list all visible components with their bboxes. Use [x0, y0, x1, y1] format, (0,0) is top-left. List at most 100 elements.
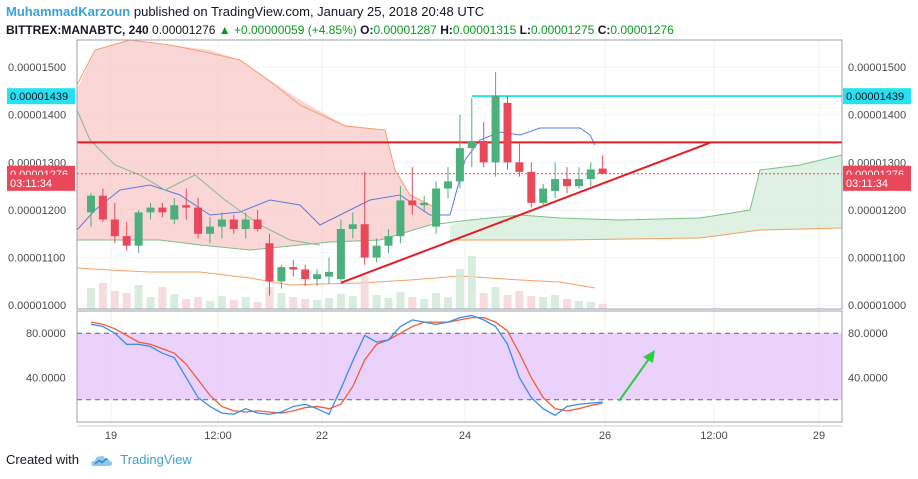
candle-up: [491, 95, 500, 163]
candle-down: [289, 267, 298, 270]
volume-bar: [277, 293, 286, 309]
cloud-lower-line: [450, 227, 843, 241]
volume-bar: [539, 297, 548, 309]
time-axis-label: 24: [459, 430, 471, 442]
volume-bar: [134, 285, 143, 309]
candle-up: [336, 229, 345, 280]
stochastic-pane-border: [76, 310, 843, 423]
price-marker-label-left: 0.00001439: [10, 91, 68, 103]
volume-bar: [420, 299, 429, 309]
stochastic-band-fill: [77, 333, 842, 400]
price-change: ▲ +0.00000059 (+4.85%): [218, 23, 357, 37]
symbol-label[interactable]: BITTREX:MANABTC, 240: [6, 23, 149, 37]
candle-up: [241, 219, 250, 230]
candle-down: [194, 207, 203, 234]
close-value: 0.00001276: [610, 23, 674, 37]
time-axis-label: 12:00: [204, 430, 232, 442]
volume-bar: [158, 287, 167, 309]
stochastic-d-line: [90, 317, 603, 414]
stochastic-k-line: [90, 314, 603, 417]
candle-down: [110, 219, 119, 237]
volume-bar: [586, 302, 595, 309]
stochastic-scale-label-left: 80.0000: [26, 328, 66, 340]
senkou-span-a-line: [77, 154, 843, 251]
bullish-arrow-line: [618, 355, 652, 402]
tradingview-brand-link[interactable]: TradingView: [120, 452, 192, 467]
volume-bar: [455, 269, 464, 309]
open-value: 0.00001287: [373, 23, 437, 37]
time-axis-label: 26: [599, 430, 611, 442]
publish-line: MuhammadKarzoun published on TradingView…: [6, 3, 911, 20]
volume-bar: [253, 302, 262, 309]
volume-bar: [146, 297, 155, 309]
created-with-label: Created with: [6, 452, 79, 467]
candle-down: [408, 200, 417, 206]
time-axis-label: 19: [105, 430, 117, 442]
tenkan-sen-line: [76, 127, 596, 231]
candle-down: [598, 168, 607, 174]
candle-up: [146, 207, 155, 213]
ohlc-line: BITTREX:MANABTC, 240 0.00001276 ▲ +0.000…: [6, 22, 911, 38]
candle-down: [182, 205, 191, 208]
chart-header: MuhammadKarzoun published on TradingView…: [6, 3, 911, 38]
price-marker-left: [7, 174, 75, 191]
open-label: O:: [360, 23, 374, 37]
candle-up: [277, 267, 286, 282]
volume-bar: [491, 287, 500, 309]
stochastic-scale-label-right: 40.0000: [848, 373, 888, 385]
volume-bar: [527, 296, 536, 309]
volume-bar: [551, 295, 560, 309]
volume-bar: [241, 297, 250, 309]
candle-up: [217, 219, 226, 227]
price-marker-right: [843, 174, 911, 191]
ichimoku-cloud-bearish: [77, 40, 440, 250]
volume-bar: [444, 297, 452, 309]
last-price: 0.00001276: [152, 23, 216, 37]
volume-bar: [265, 287, 274, 309]
bullish-arrow-head: [643, 350, 655, 363]
candle-down: [98, 195, 107, 220]
volume-bar: [98, 283, 107, 309]
candle-down: [122, 236, 131, 246]
time-axis-label: 22: [316, 430, 328, 442]
close-label: C:: [597, 23, 611, 37]
volume-bar: [206, 301, 214, 309]
volume-bar: [229, 300, 238, 309]
price-marker-label-right: 0.00001439: [846, 91, 904, 103]
high-label: H:: [440, 23, 453, 37]
price-scale-label-left: 0.00001100: [8, 253, 65, 265]
low-value: 0.00001275: [530, 23, 595, 37]
candle-up: [455, 148, 464, 182]
volume-bar: [194, 297, 203, 309]
volume-bar: [372, 295, 381, 309]
volume-bar: [289, 297, 298, 309]
price-scale-label-right: 0.00001400: [848, 110, 906, 122]
volume-bar: [110, 291, 119, 309]
price-marker-right: [843, 88, 911, 105]
candle-up: [206, 226, 214, 234]
candle-down: [479, 140, 488, 163]
candle-up: [574, 179, 583, 187]
candle-up: [372, 245, 381, 258]
candle-down: [158, 207, 167, 213]
volume-bar: [479, 293, 488, 309]
price-marker-label-left: 03:11:34: [10, 178, 52, 190]
stochastic-scale-label-left: 40.0000: [26, 373, 66, 385]
candle-up: [467, 140, 476, 149]
volume-bar: [467, 256, 476, 309]
candle-up: [87, 195, 95, 213]
candle-up: [170, 205, 179, 220]
published-text: published on TradingView.com, January 25…: [133, 4, 485, 19]
candle-up: [134, 212, 143, 246]
volume-bar: [515, 291, 524, 309]
ichimoku-cloud-bullish: [450, 155, 842, 240]
author-link[interactable]: MuhammadKarzoun: [6, 4, 131, 19]
chikou-span-line: [76, 109, 321, 246]
candle-up: [348, 224, 357, 230]
volume-bar: [563, 299, 571, 309]
price-scale-label-right: 0.00001200: [848, 205, 906, 217]
volume-bar: [336, 294, 345, 309]
volume-bar: [122, 293, 131, 309]
time-axis-label: 29: [813, 430, 825, 442]
